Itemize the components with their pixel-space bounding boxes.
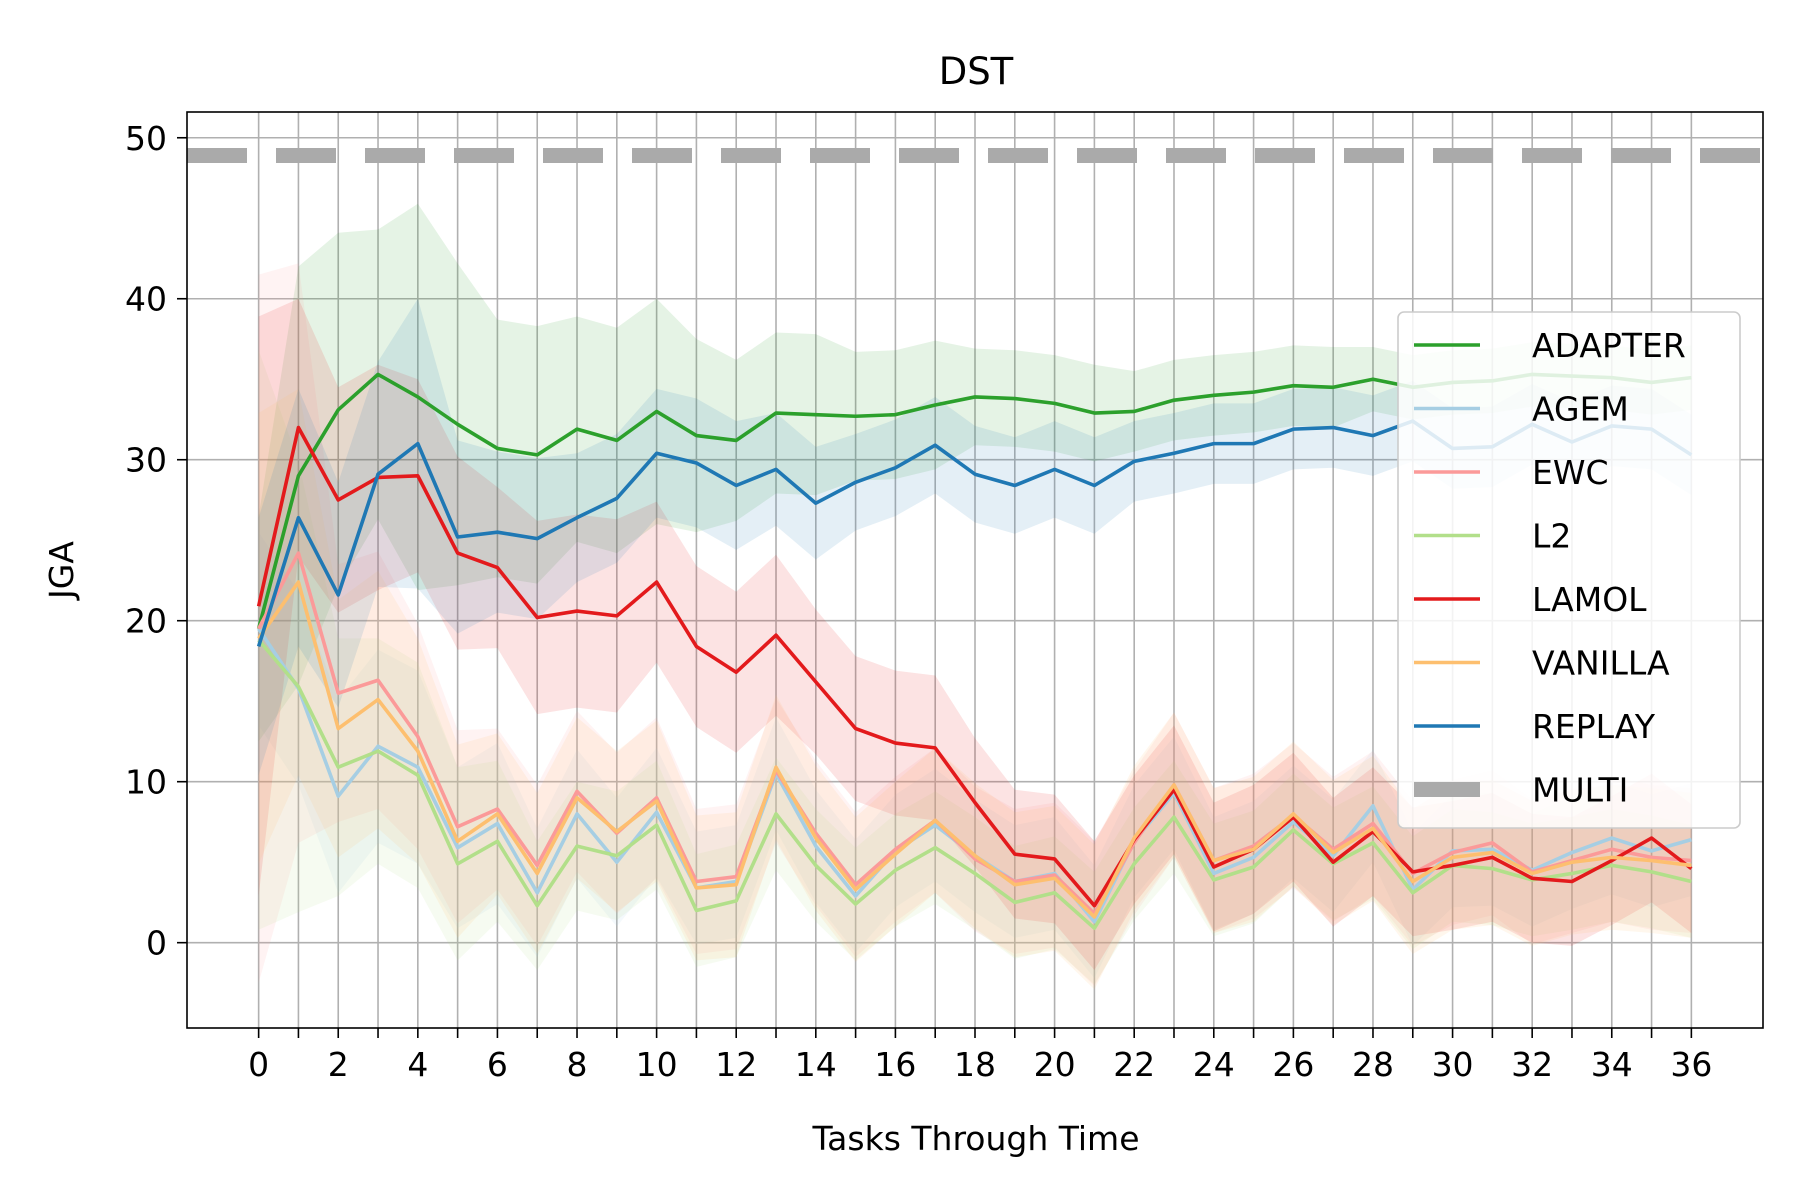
y-tick-label: 40: [125, 280, 167, 319]
legend-label-adapter: ADAPTER: [1532, 326, 1686, 365]
x-tick-label: 24: [1193, 1045, 1235, 1084]
y-tick-label: 20: [125, 602, 167, 641]
x-tick-label: 36: [1670, 1045, 1712, 1084]
legend-label-agem: AGEM: [1532, 390, 1629, 429]
chart-title: DST: [939, 50, 1014, 93]
series-line-lamol: [256, 425, 1693, 908]
x-tick-label: 34: [1591, 1045, 1633, 1084]
x-tick-label: 14: [795, 1045, 837, 1084]
legend-label-multi: MULTI: [1532, 771, 1628, 810]
legend-label-lamol: LAMOL: [1532, 580, 1647, 619]
y-tick-label: 30: [125, 441, 167, 480]
y-tick-label: 50: [125, 119, 167, 158]
x-tick-label: 30: [1432, 1045, 1474, 1084]
x-axis-ticks: 0 2 4 6 8 10 12 14 16 18 20 22 24 26 28 30 32 34 36: [248, 1028, 1712, 1084]
x-tick-label: 18: [954, 1045, 996, 1084]
x-tick-label: 22: [1113, 1045, 1155, 1084]
series-line-ewc: [257, 551, 1692, 916]
band-l2: [258, 350, 1692, 985]
legend-box: [1397, 311, 1741, 829]
band-agem: [258, 532, 1692, 979]
legend-label-replay: REPLAY: [1532, 707, 1656, 746]
x-tick-label: 2: [328, 1045, 349, 1084]
x-tick-label: 10: [636, 1045, 678, 1084]
x-tick-label: 32: [1511, 1045, 1553, 1084]
x-tick-label: 20: [1034, 1045, 1076, 1084]
band-vanilla: [258, 388, 1692, 990]
legend-label-l2: L2: [1532, 517, 1571, 556]
x-tick-label: 0: [248, 1045, 269, 1084]
x-tick-label: 26: [1272, 1045, 1314, 1084]
band-replay: [258, 298, 1692, 776]
x-tick-label: 8: [567, 1045, 588, 1084]
band-lamol: [258, 298, 1692, 971]
y-tick-label: 0: [146, 924, 167, 963]
legend-label-vanilla: VANILLA: [1532, 644, 1670, 683]
y-tick-label: 10: [125, 763, 167, 802]
confidence-bands: [258, 203, 1692, 990]
y-axis-ticks: 0 10 20 30 40 50: [125, 119, 187, 963]
x-tick-label: 16: [874, 1045, 916, 1084]
x-tick-label: 6: [487, 1045, 508, 1084]
x-tick-label: 28: [1352, 1045, 1394, 1084]
band-adapter: [258, 203, 1692, 742]
legend: ADAPTER AGEM EWC L2 LAMOL VANILLA REPLAY MULTI: [1397, 311, 1741, 829]
series-line-vanilla: [257, 580, 1692, 919]
x-tick-label: 12: [715, 1045, 757, 1084]
band-ewc: [258, 263, 1692, 987]
x-axis-label: Tasks Through Time: [811, 1119, 1139, 1158]
x-tick-label: 4: [407, 1045, 428, 1084]
legend-label-ewc: EWC: [1532, 453, 1609, 492]
y-axis-label: JGA: [42, 541, 81, 601]
